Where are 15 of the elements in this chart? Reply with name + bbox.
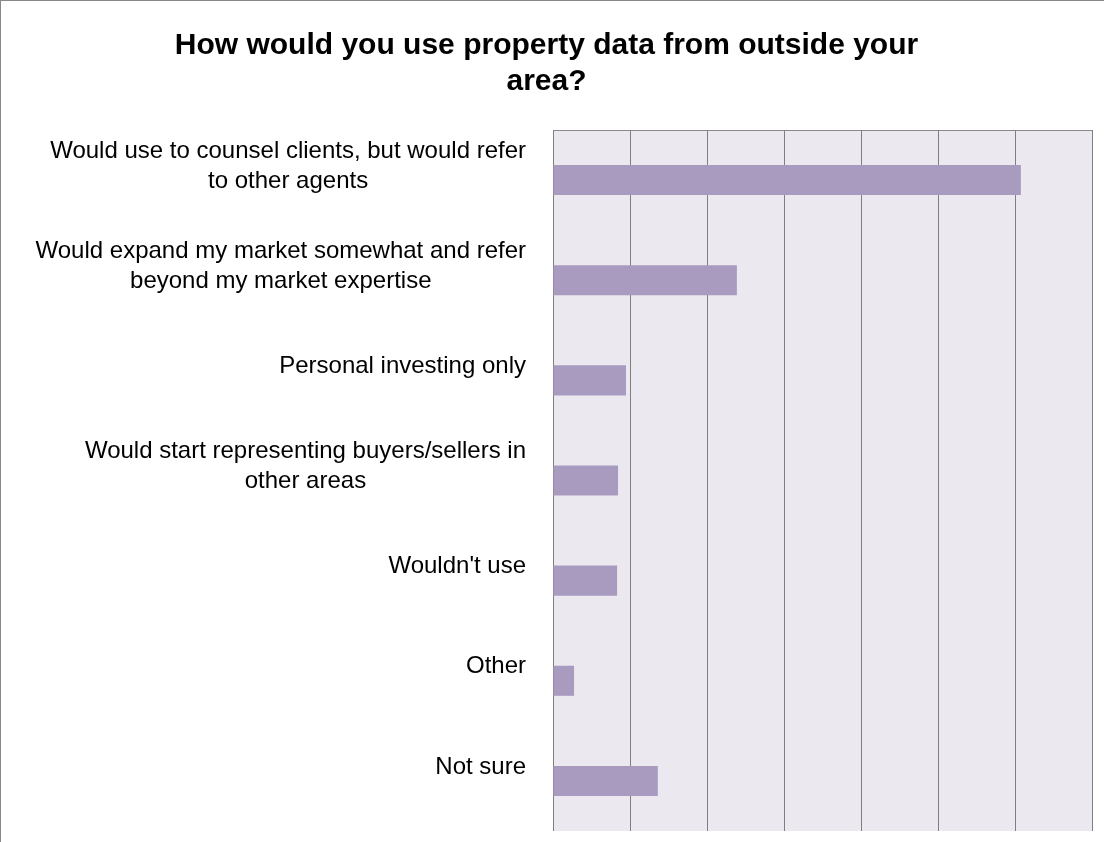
bar (553, 165, 1021, 196)
y-tick-label: Not sure (435, 751, 526, 779)
y-tick-label: Would expand my market somewhat and refer beyond my market expertise (35, 235, 527, 293)
y-tick-label: Other (465, 651, 526, 679)
bar (553, 565, 618, 596)
bar (553, 765, 658, 796)
bar (553, 665, 575, 696)
bar (553, 465, 619, 496)
y-tick-label: Would start representing buyers/sellers in other areas (84, 436, 526, 494)
y-tick-label: Personal investing only (279, 350, 526, 378)
chart-title: How would you use property data from outside your area? (174, 27, 919, 97)
y-tick-label: Wouldn't use (388, 551, 526, 579)
y-tick-label: Would use to counsel clients, but would refer to other agents (50, 135, 527, 193)
bar (553, 365, 626, 396)
bar (553, 265, 737, 296)
